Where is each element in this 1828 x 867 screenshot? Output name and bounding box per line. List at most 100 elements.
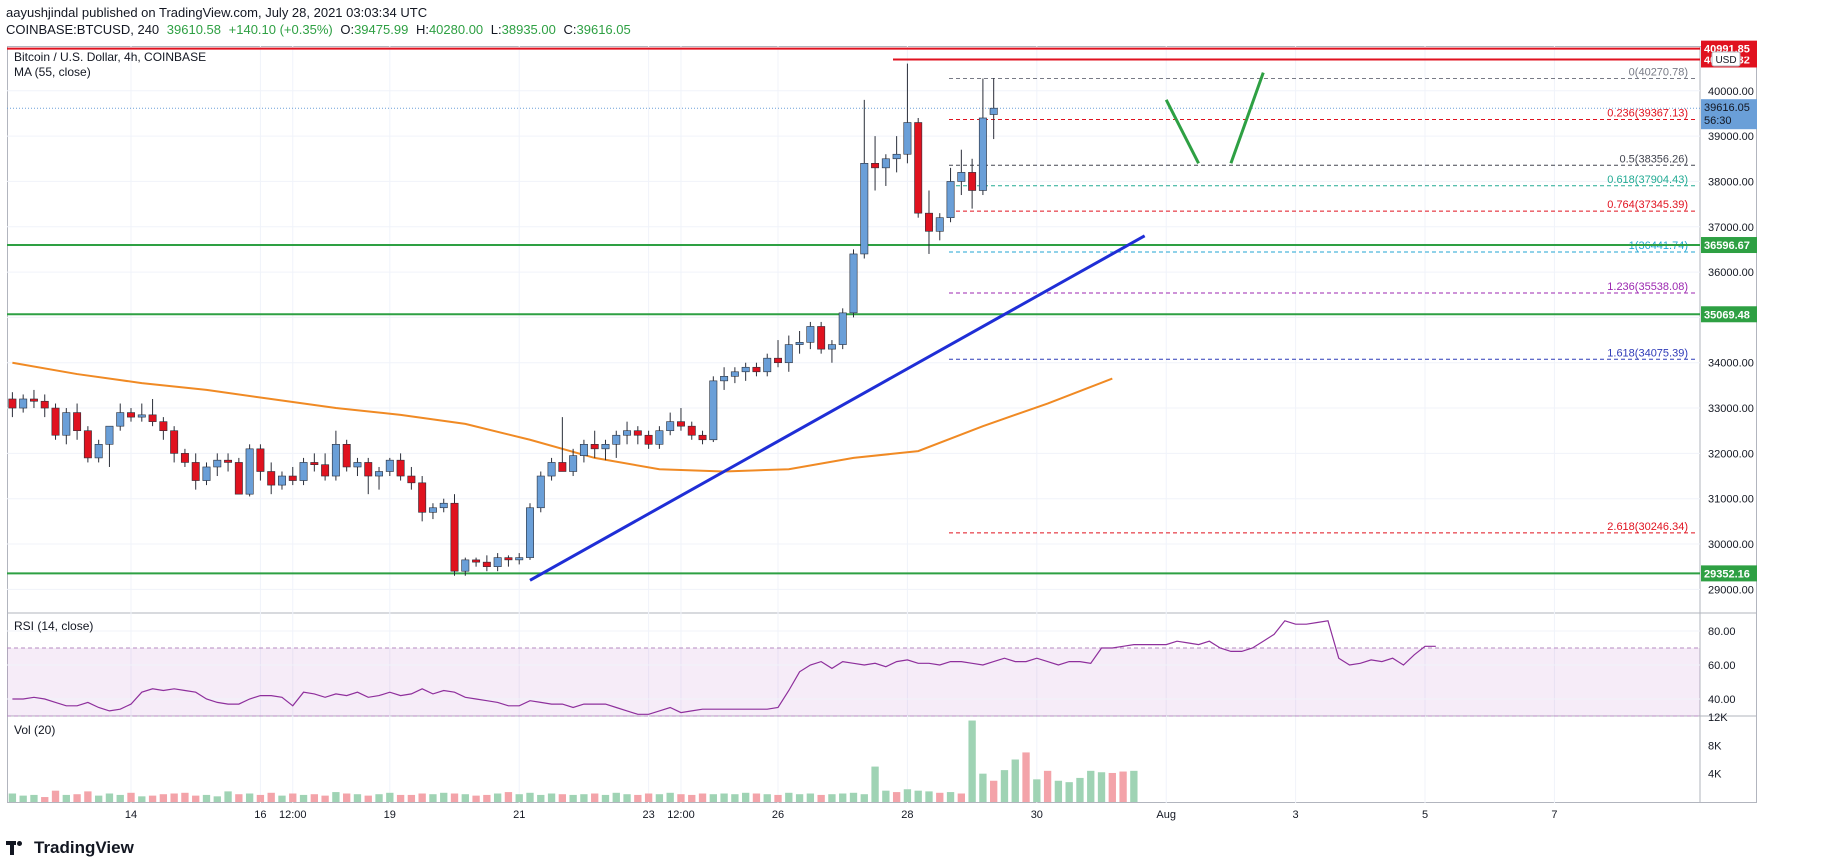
volume-bar [1054, 780, 1063, 802]
volume-bar [677, 794, 685, 802]
fib-level-label: 0.618(37904.43) [1607, 174, 1688, 186]
candle-body [968, 172, 977, 191]
candle-body [29, 398, 38, 402]
candle-body [375, 471, 383, 477]
candle-body [720, 376, 729, 382]
rsi-y-tick-label: 60.00 [1708, 660, 1736, 672]
high-label: H: [415, 22, 429, 37]
volume-bar [224, 791, 232, 802]
candle-body [385, 459, 394, 472]
rsi-line [12, 620, 1436, 715]
volume-bar [1130, 770, 1138, 802]
volume-bar [418, 793, 426, 802]
candle-body [579, 444, 588, 456]
volume-bar [353, 794, 362, 802]
y-tick-label: 34000.00 [1708, 358, 1754, 370]
tradingview-logo[interactable]: TradingView [6, 838, 134, 858]
candle-body [892, 153, 901, 160]
volume-bar [957, 793, 966, 802]
support-price-tag [1701, 565, 1757, 582]
candle-body [687, 425, 696, 436]
volume-bar [148, 795, 157, 802]
fib-level-label: 1(36441.74) [1629, 240, 1688, 252]
volume-bar [1043, 770, 1052, 802]
fib-level-label: 0.5(38356.26) [1620, 153, 1689, 165]
volume-bar [817, 794, 825, 802]
ma-indicator-label: MA (55, close) [14, 65, 91, 79]
fib-level-label: 0.236(39367.13) [1607, 107, 1688, 119]
volume-bar [1011, 759, 1019, 802]
volume-bar [914, 790, 922, 802]
candle-body [407, 475, 416, 484]
candle-body [558, 462, 567, 472]
volume-bar [461, 794, 469, 802]
volume-bar [806, 793, 815, 802]
volume-bar [882, 790, 890, 802]
publish-info: aayushjindal published on TradingView.co… [6, 5, 428, 20]
candle-body [590, 444, 599, 450]
candle-body [633, 430, 642, 436]
candle-body [170, 430, 179, 454]
x-tick-label: 19 [384, 809, 396, 821]
volume-bar [547, 793, 556, 802]
candle-body [51, 407, 60, 436]
candle-body [881, 158, 890, 169]
candle-body [526, 507, 534, 558]
candle-body [439, 502, 448, 509]
x-tick-label: 26 [772, 809, 784, 821]
volume-bar [19, 795, 27, 802]
candle-body [698, 434, 707, 441]
volume-bar [407, 794, 416, 802]
candle-body [515, 557, 524, 561]
volume-bar [386, 792, 394, 802]
volume-bar [1097, 772, 1106, 802]
support-price-label: 29352.16 [1704, 568, 1750, 580]
y-tick-label: 32000.00 [1708, 448, 1754, 460]
chart-header: aayushjindal published on TradingView.co… [6, 4, 635, 38]
candle-body [774, 357, 782, 364]
y-tick-label: 40000.00 [1708, 86, 1754, 98]
candle-body [19, 398, 28, 409]
candle-body [795, 342, 804, 345]
candle-body [299, 462, 308, 481]
candle-body [784, 344, 793, 364]
candle-body [234, 462, 243, 495]
volume-bar [979, 773, 987, 802]
candle-body [245, 448, 254, 495]
candle-body [116, 412, 125, 427]
x-tick-label: 28 [901, 809, 913, 821]
x-tick-label: 12:00 [667, 809, 695, 821]
candle-body [396, 459, 405, 477]
volume-bar [396, 794, 405, 802]
volume-bar [849, 792, 858, 802]
current-price-label: 39616.05 [1704, 102, 1750, 114]
volume-bar [472, 795, 480, 802]
volume-bar [666, 792, 674, 802]
candle-body [493, 557, 502, 567]
volume-bar [698, 793, 707, 802]
candle-body [860, 163, 869, 255]
volume-bar [580, 794, 588, 802]
volume-bar [860, 794, 868, 802]
volume-bar [62, 794, 70, 802]
volume-bar [785, 792, 793, 802]
x-tick-label: 12:00 [279, 809, 307, 821]
x-tick-label: 21 [513, 809, 525, 821]
candle-body [159, 421, 168, 432]
candle-body [601, 444, 610, 450]
volume-bar [440, 792, 448, 802]
volume-bar [51, 790, 60, 802]
candle-body [321, 464, 330, 477]
candle-body [806, 326, 815, 343]
rsi-pane-title: RSI (14, close) [14, 619, 93, 633]
symbol-label: COINBASE:BTCUSD, 240 [6, 22, 160, 37]
high-value: 40280.00 [428, 22, 484, 37]
volume-bar [138, 796, 146, 802]
candle-body [331, 444, 340, 477]
volume-bar [537, 794, 545, 802]
candle-body [342, 444, 351, 468]
candle-body [40, 400, 49, 409]
volume-bar [278, 795, 286, 802]
x-tick-label: 7 [1551, 809, 1557, 821]
